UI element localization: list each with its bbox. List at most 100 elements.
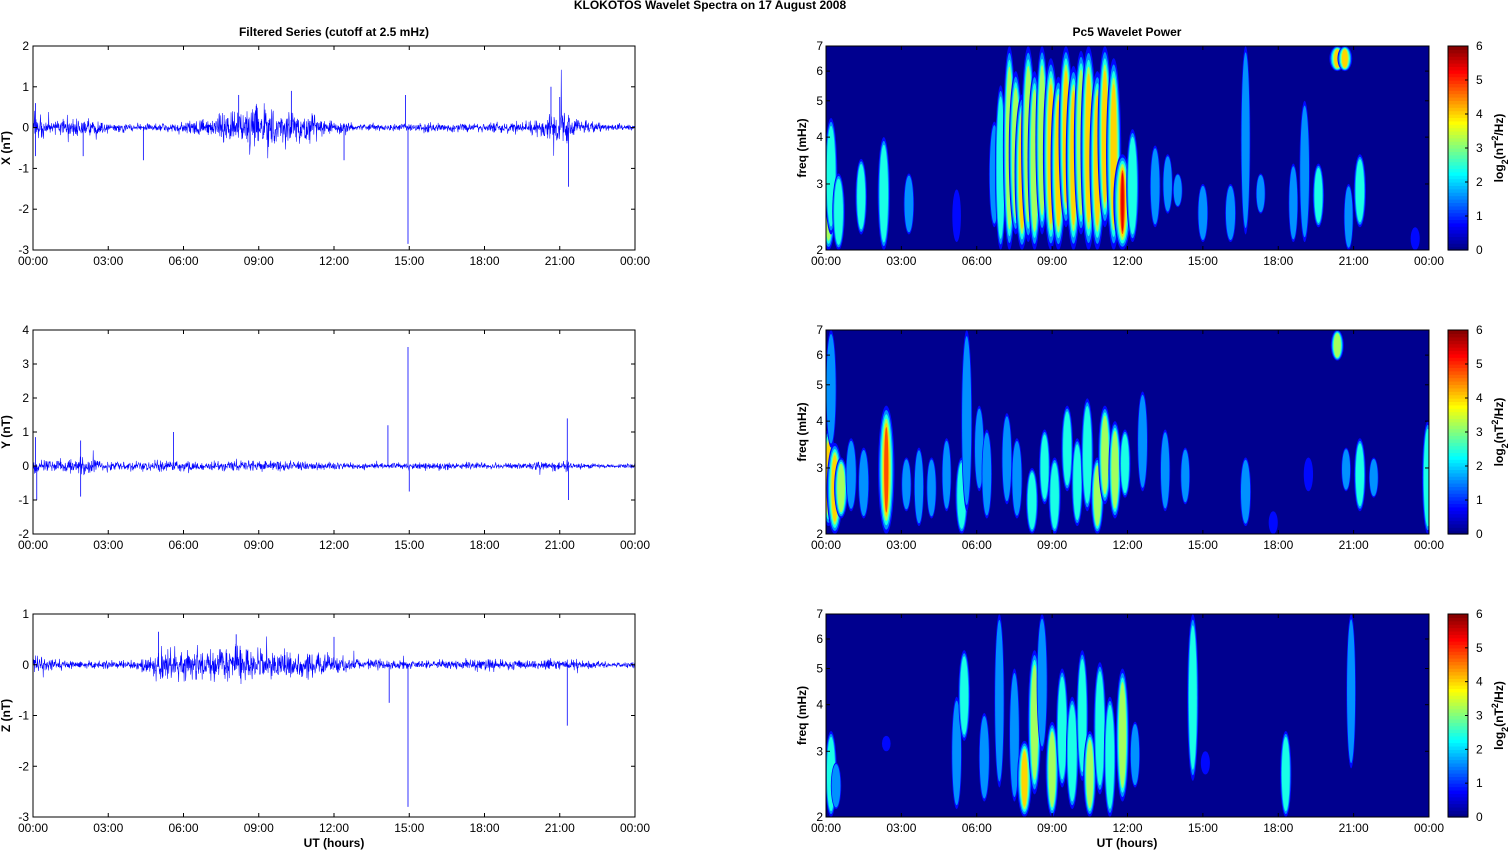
power-blob (1341, 49, 1348, 68)
colorbar-segment (1448, 171, 1468, 176)
colorbar-tick-label: 1 (1476, 209, 1483, 223)
colorbar-segment (1448, 182, 1468, 186)
colorbar-segment (1448, 654, 1468, 659)
colorbar-segment (1448, 100, 1468, 105)
colorbar-segment (1448, 391, 1468, 396)
colorbar-segment (1448, 695, 1468, 700)
power-blob (831, 764, 841, 808)
colorbar-segment (1448, 370, 1468, 375)
colorbar-segment (1448, 192, 1468, 197)
time-x-tick-label: 12:00 (319, 821, 349, 835)
colorbar-segment (1448, 168, 1468, 173)
colorbar-segment (1448, 144, 1468, 149)
colorbar-segment (1448, 411, 1468, 416)
colorbar-segment (1448, 800, 1468, 805)
series-x-trace (32, 69, 636, 159)
time-x-tick-label: 00:00 (811, 254, 841, 268)
colorbar-segment (1448, 384, 1468, 389)
heatmap-marks (826, 330, 1429, 534)
colorbar-segment (1448, 708, 1468, 713)
colorbar-segment (1448, 97, 1468, 101)
power-blob (1369, 458, 1378, 497)
time-x-tick-label: 09:00 (244, 821, 274, 835)
colorbar-segment (1448, 83, 1468, 88)
colorbar-segment (1448, 725, 1468, 730)
colorbar-segment (1448, 769, 1468, 774)
y-tick-label: 4 (22, 323, 29, 337)
power-blob (1138, 394, 1147, 488)
colorbar-segment (1448, 630, 1468, 635)
colorbar-segment (1448, 333, 1468, 338)
colorbar-segment (1448, 455, 1468, 460)
colorbar-segment (1448, 381, 1468, 385)
colorbar-segment (1448, 340, 1468, 345)
colorbar-segment (1448, 226, 1468, 231)
y-axis-label: Z (nT) (0, 699, 13, 732)
colorbar-segment (1448, 117, 1468, 122)
time-x-tick-label: 00:00 (18, 254, 48, 268)
power-blob (1010, 673, 1019, 798)
power-blob (996, 96, 1005, 239)
colorbar-segment (1448, 783, 1468, 788)
colorbar-segment (1448, 425, 1468, 430)
colorbar-tick-label: 5 (1476, 357, 1483, 371)
colorbar-segment (1448, 496, 1468, 501)
freq-axis-label: freq (mHz) (795, 402, 809, 461)
time-x-tick-label: 00:00 (18, 821, 48, 835)
y-tick-label: 0 (22, 121, 29, 135)
power-blob (1118, 681, 1127, 789)
power-blob (879, 144, 889, 243)
time-x-tick-label: 15:00 (394, 821, 424, 835)
y-tick-label: -3 (18, 243, 29, 257)
filtered-series-title: Filtered Series (cutoff at 2.5 mHz) (239, 25, 429, 39)
colorbar-segment (1448, 336, 1468, 341)
colorbar-label: log2(nT2/Hz) (1490, 681, 1510, 750)
panel-pc5-x-wavelet: 2 3 4 5 6 7 00:00 03:00 06:00 09:00 12:00 15:00 18:0… (795, 39, 1510, 268)
time-x-tick-label: 12:00 (1112, 538, 1142, 552)
colorbar-segment (1448, 803, 1468, 808)
time-x-tick-label: 00:00 (1414, 254, 1444, 268)
time-x-tick-label: 15:00 (1188, 821, 1218, 835)
colorbar-segment (1448, 715, 1468, 720)
colorbar-segment (1448, 506, 1468, 511)
colorbar-label: log2(nT2/Hz) (1490, 114, 1510, 183)
colorbar-segment (1448, 796, 1468, 801)
colorbar-segment (1448, 46, 1468, 50)
colorbar-segment (1448, 165, 1468, 169)
power-blob (1181, 449, 1190, 503)
y-tick-label: 1 (22, 607, 29, 621)
time-x-tick-label: 18:00 (1263, 254, 1293, 268)
time-x-tick-label: 03:00 (886, 538, 916, 552)
colorbar-segment (1448, 357, 1468, 362)
power-blob (1355, 159, 1365, 223)
colorbar-segment (1448, 398, 1468, 402)
colorbar-tick-label: 5 (1476, 73, 1483, 87)
colorbar-segment (1448, 813, 1468, 818)
colorbar-segment (1448, 661, 1468, 666)
time-x-tick-label: 03:00 (93, 538, 123, 552)
power-blob (1105, 704, 1115, 809)
colorbar-segment (1448, 185, 1468, 190)
power-blob (962, 336, 972, 506)
power-blob (1101, 415, 1109, 495)
y-axis-label: X (nT) (0, 131, 13, 165)
power-blob (1198, 185, 1208, 241)
power-blob (1225, 185, 1236, 241)
colorbar-segment (1448, 685, 1468, 690)
freq-tick-label: 5 (816, 94, 823, 108)
time-x-tick-label: 06:00 (168, 254, 198, 268)
colorbar-segment (1448, 239, 1468, 244)
colorbar-tick-label: 3 (1476, 709, 1483, 723)
power-blob (1240, 459, 1251, 524)
colorbar-tick-label: 2 (1476, 459, 1483, 473)
colorbar-segment (1448, 671, 1468, 676)
colorbar-segment (1448, 527, 1468, 532)
colorbar-segment (1448, 80, 1468, 84)
colorbar-segment (1448, 773, 1468, 777)
colorbar-segment (1448, 205, 1468, 210)
power-blob (1128, 136, 1137, 235)
power-blob (960, 656, 969, 735)
colorbar-tick-label: 4 (1476, 107, 1483, 121)
freq-tick-label: 4 (816, 698, 823, 712)
colorbar-segment (1448, 445, 1468, 450)
